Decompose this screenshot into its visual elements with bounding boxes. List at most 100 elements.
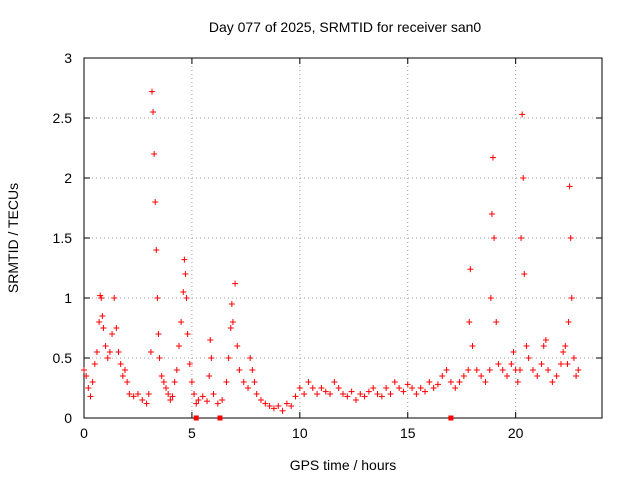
data-point [391,379,398,385]
data-point [145,391,152,397]
data-point [404,381,411,388]
data-point [409,385,416,391]
data-point [91,361,98,367]
data-point [365,388,372,395]
data-point [504,373,511,379]
data-point [508,361,515,367]
data-point [143,400,150,407]
y-tick-label: 2 [64,170,72,186]
data-point [175,343,182,349]
data-point [309,385,316,391]
data-point [225,355,232,361]
data-point [434,381,441,388]
data-point [491,235,498,241]
data-point [104,355,111,361]
data-point [139,397,146,403]
x-tick-label: 5 [188,425,196,441]
data-point [158,373,165,379]
data-point [430,385,437,391]
data-point [208,355,215,361]
data-point [456,379,463,385]
data-point [396,385,403,391]
data-point [247,355,254,361]
data-point [150,109,157,115]
data-point [564,361,571,367]
data-point [426,379,433,385]
data-point [236,367,243,373]
data-point [443,367,450,373]
data-point [305,379,312,385]
data-point [155,331,162,337]
data-point [169,393,176,400]
data-point [270,405,277,412]
data-point [214,400,221,407]
data-point [275,403,282,409]
data-point [100,325,107,331]
data-point [374,391,381,397]
data-point [487,295,494,301]
data-point [545,367,552,373]
data-point [327,391,334,397]
data-point [219,397,226,403]
data-point [573,373,580,379]
data-point [257,397,264,403]
data-points [81,88,582,421]
data-point [488,211,495,217]
baseline-marker [217,415,223,421]
data-point [206,373,213,379]
y-tick-label: 0 [64,410,72,426]
data-point [195,397,202,403]
data-point [493,319,500,325]
baseline-marker [448,415,454,421]
data-point [490,154,497,161]
data-point [210,391,217,397]
data-point [387,391,394,397]
data-point [568,295,575,301]
data-point [111,295,118,301]
data-point [473,367,480,373]
data-point [510,349,517,355]
data-point [182,271,189,277]
data-point [153,247,160,253]
data-point [191,391,198,397]
data-point [171,379,178,385]
data-point [560,349,567,355]
data-point [124,379,131,385]
data-point [163,385,170,391]
data-point [529,367,536,373]
data-point [523,343,530,349]
data-point [567,235,574,241]
y-tick-label: 1 [64,290,72,306]
data-point [314,391,321,397]
data-point [335,385,342,391]
data-point [279,407,286,414]
data-point [96,319,103,325]
data-point [540,343,547,349]
data-point [466,319,473,325]
data-point [245,385,252,391]
data-point [331,379,338,385]
data-point [183,295,190,301]
data-point [207,337,214,343]
data-point [478,373,485,379]
data-point [562,343,569,349]
data-point [184,331,191,337]
y-tick-label: 2.5 [53,110,73,126]
data-point [134,391,141,397]
data-point [525,355,532,361]
data-point [130,393,137,400]
data-point [234,343,241,349]
data-point [378,393,385,400]
data-point [549,379,556,385]
x-tick-label: 0 [80,425,88,441]
data-point [93,349,100,355]
data-point [469,343,476,349]
data-point [151,151,158,157]
data-point [266,403,273,409]
data-point [301,391,308,397]
data-point [89,379,96,385]
data-point [188,379,195,385]
y-axis-label: SRMTID / TECUs [5,183,21,293]
data-point [147,349,154,355]
